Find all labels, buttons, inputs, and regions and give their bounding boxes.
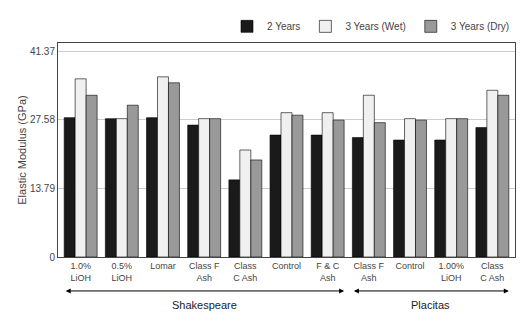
svg-text:0: 0	[49, 252, 55, 263]
svg-text:3 Years (Wet): 3 Years (Wet)	[345, 21, 405, 32]
svg-text:1.00%LiOH: 1.00%LiOH	[438, 261, 464, 283]
svg-text:Elastic Modulus (GPa): Elastic Modulus (GPa)	[16, 95, 28, 204]
svg-text:Lomar: Lomar	[150, 261, 176, 271]
svg-text:3 Years (Dry): 3 Years (Dry)	[451, 21, 509, 32]
svg-text:ClassC Ash: ClassC Ash	[480, 261, 504, 283]
svg-text:0.5%LiOH: 0.5%LiOH	[112, 261, 133, 283]
svg-text:ClassC Ash: ClassC Ash	[233, 261, 257, 283]
svg-text:F & CAsh: F & CAsh	[316, 261, 340, 283]
svg-text:1.0%LiOH: 1.0%LiOH	[70, 261, 91, 283]
svg-text:Control: Control	[272, 261, 301, 271]
svg-text:41.37: 41.37	[30, 46, 55, 57]
svg-text:13.79: 13.79	[30, 183, 55, 194]
svg-text:Shakespeare: Shakespeare	[172, 299, 237, 311]
svg-text:Placitas: Placitas	[411, 299, 450, 311]
svg-text:27.58: 27.58	[30, 114, 55, 125]
svg-text:2 Years: 2 Years	[267, 21, 300, 32]
svg-text:Control: Control	[396, 261, 425, 271]
svg-text:Class FAsh: Class FAsh	[354, 261, 385, 283]
svg-text:Class FAsh: Class FAsh	[189, 261, 220, 283]
